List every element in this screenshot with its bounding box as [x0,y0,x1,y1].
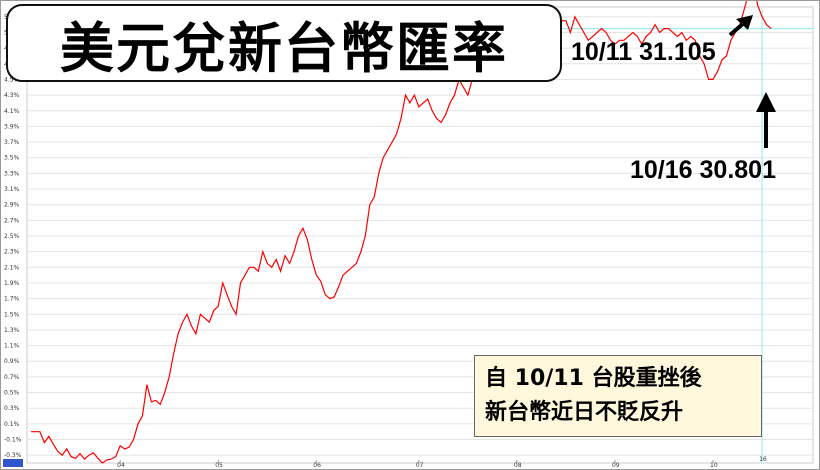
series-line [31,1,772,464]
y-tick-label: 4.1% [4,108,20,115]
annotation-last: 10/16 30.801 [630,156,776,184]
note-line-1: 自 10/11 台股重挫後 [485,366,702,391]
y-tick-label: 1.5% [4,311,20,318]
x-tick-label: 04 [117,462,125,469]
title-box: 美元兌新台幣匯率 [6,4,562,82]
y-tick-label: 2.5% [4,233,20,240]
y-tick-label: 1.7% [4,296,20,303]
note-box: 自 10/11 台股重挫後 新台幣近日不貶反升 [474,355,762,437]
x-tick-label: 09 [612,462,620,469]
y-tick-label: 0.3% [4,405,20,412]
x-tick-label: 08 [514,462,522,469]
y-tick-label: 1.1% [4,343,20,350]
y-tick-label: 3.9% [4,123,20,130]
y-tick-label: 2.7% [4,217,20,224]
axis-unit-badge [3,459,23,467]
y-tick-label: 2.9% [4,202,20,209]
y-tick-label: 2.3% [4,249,20,256]
y-tick-label: 3.3% [4,170,20,177]
y-tick-label: 1.9% [4,280,20,287]
cursor-label: 16 [759,456,767,463]
y-tick-label: 0.7% [4,374,20,381]
chart-title: 美元兌新台幣匯率 [60,16,508,80]
x-tick-label: 06 [313,462,321,469]
y-tick-label: 1.3% [4,327,20,334]
x-tick-label: 05 [215,462,223,469]
y-tick-label: 4.5% [4,76,20,83]
note-line-2: 新台幣近日不貶反升 [485,400,684,425]
y-tick-label: 3.5% [4,155,20,162]
y-tick-label: 0.9% [4,358,20,365]
y-tick-label: 3.7% [4,139,20,146]
x-tick-label: 07 [416,462,424,469]
y-tick-label: 2.1% [4,264,20,271]
annotation-high: 10/11 31.105 [571,38,716,66]
x-tick-label: 10 [710,462,718,469]
y-tick-label: 0.5% [4,390,20,397]
y-tick-label: 0.1% [4,421,20,428]
y-tick-label: 4.3% [4,92,20,99]
y-tick-label: -0.3% [4,452,22,459]
y-tick-label: 3.1% [4,186,20,193]
y-tick-label: -0.1% [4,437,22,444]
